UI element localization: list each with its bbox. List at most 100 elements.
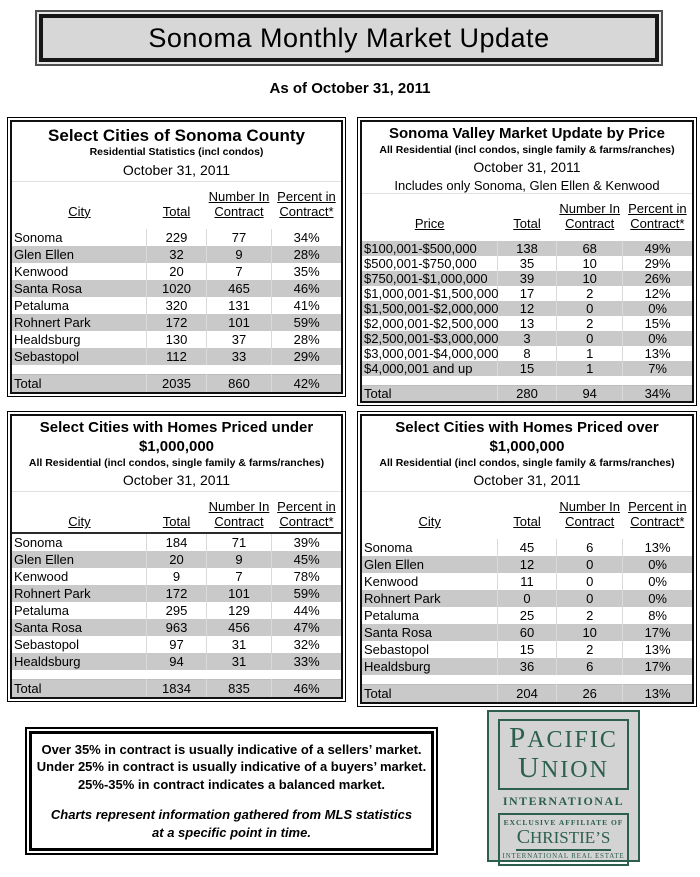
table-row: Sebastopol 15 2 13% — [362, 641, 692, 659]
row-value-cell: 184 — [146, 533, 207, 552]
row-value-cell: 0 — [556, 590, 624, 608]
row-value-cell: 45% — [271, 551, 341, 569]
table-row: Santa Rosa 1020 465 46% — [12, 279, 341, 297]
row-label-cell: Sebastopol — [12, 347, 148, 365]
row-label-cell: Petaluma — [12, 602, 148, 620]
row-value-cell: 131 — [206, 296, 273, 314]
row-value-cell: 15% — [644, 316, 671, 332]
row-value-cell: 0 — [556, 331, 624, 347]
total-row: Total 2035 860 42% — [12, 373, 341, 392]
row-value-cell: 15 — [497, 361, 558, 377]
row-label-cell: $100,001-$500,000 — [362, 234, 498, 257]
row-label-cell: Rohnert Park — [12, 585, 148, 603]
row-value-cell: 78% — [293, 569, 320, 585]
row-value-cell: 0% — [622, 301, 692, 317]
table-row: Sebastopol 97 31 32% — [12, 636, 341, 654]
table-row: Sonoma 184 71 39% — [12, 533, 341, 552]
table-date: October 31, 2011 — [122, 161, 231, 178]
row-value-cell: 34% — [271, 221, 341, 246]
row-value-cell: 2 — [556, 641, 624, 659]
row-value-cell: 35% — [293, 263, 320, 279]
row-label-cell: Santa Rosa — [12, 619, 148, 637]
table-row: Healdsburg 36 6 17% — [362, 658, 692, 676]
table-row: Sebastopol 112 33 29% — [12, 347, 341, 365]
table-row: Santa Rosa 60 10 17% — [362, 624, 692, 642]
total-row: Total 280 94 34% — [362, 385, 692, 402]
col-header-total: Total — [497, 491, 557, 536]
table-row: $2,500,001-$3,000,000 3 0 0% — [362, 331, 692, 347]
row-value-cell: 20 — [146, 262, 207, 280]
row-value-cell: 0% — [622, 331, 692, 347]
row-value-cell: 3 — [497, 331, 558, 347]
table-header-row: Price Total Number In Contract Percent in… — [362, 193, 692, 238]
row-value-cell: 0 — [556, 556, 624, 574]
table-border: Select Cities of Sonoma County Residenti… — [10, 120, 343, 394]
row-label-cell: $750,001-$1,000,000 — [362, 271, 498, 287]
row-label-cell: Total — [12, 679, 148, 698]
row-label-cell: Petaluma — [362, 607, 498, 625]
col-header-number-in-contract: Number In Contract — [556, 491, 623, 536]
spacer-row — [362, 675, 692, 685]
row-value-cell: 2 — [556, 607, 624, 625]
row-value-cell: 1020 — [146, 279, 207, 297]
row-label-cell: Sebastopol — [12, 636, 148, 654]
as-of-date: As of October 31, 2011 — [269, 80, 431, 97]
row-label-cell: Glen Ellen — [12, 245, 148, 263]
row-value-cell: 59% — [271, 313, 341, 331]
row-value-cell: 101 — [206, 585, 273, 603]
row-value-cell: 60 — [497, 624, 558, 642]
col-header-percent-in-contract: Percent in Contract* — [622, 193, 692, 238]
col-header-number-in-contract: Number In Contract — [556, 193, 623, 238]
row-value-cell: 9 — [206, 245, 273, 263]
col-header-city: City — [12, 491, 147, 534]
row-value-cell: 465 — [206, 279, 273, 297]
table-row: Glen Ellen 12 0 0% — [362, 556, 692, 574]
table-body: Sonoma 229 77 34% Glen Ellen 32 9 28% Kenwood 20 7… — [12, 221, 341, 365]
col-header-city: City — [362, 491, 498, 536]
row-label-cell: Glen Ellen — [362, 556, 498, 574]
note-line: Under 25% in contract is usually indicat… — [36, 759, 427, 775]
row-value-cell: 963 — [146, 619, 207, 637]
row-value-cell: 0% — [622, 590, 692, 608]
row-value-cell: 860 — [206, 373, 273, 392]
row-value-cell: 97 — [146, 636, 207, 654]
table-title: Select Cities with Homes Priced under $1… — [39, 419, 314, 455]
table-title: Sonoma Valley Market Update by Price — [389, 125, 665, 142]
table-row: Healdsburg 130 37 28% — [12, 330, 341, 348]
row-value-cell: 229 — [146, 221, 207, 246]
row-value-cell: 0% — [622, 556, 692, 574]
row-value-cell: 13% — [644, 346, 671, 362]
col-header-percent-in-contract: Percent in Contract* — [622, 491, 692, 536]
pacific-union-logo: PACIFIC UNION INTERNATIONAL EXCLUSIVE AF… — [487, 710, 640, 867]
row-value-cell: 12% — [644, 286, 671, 302]
row-value-cell: 31 — [206, 636, 273, 654]
col-header-total: Total — [497, 193, 557, 238]
row-value-cell: 41% — [293, 297, 320, 313]
row-value-cell: 28% — [293, 331, 320, 347]
row-value-cell: 34% — [622, 385, 692, 402]
row-value-cell: 130 — [146, 330, 207, 348]
table-row: Kenwood 11 0 0% — [362, 573, 692, 591]
row-label-cell: Rohnert Park — [12, 313, 148, 331]
spacer-row — [12, 364, 341, 375]
row-value-cell: 29% — [271, 347, 341, 365]
table-row: Petaluma 320 131 41% — [12, 296, 341, 314]
row-label-cell: Glen Ellen — [12, 551, 148, 569]
table-row: Rohnert Park 172 101 59% — [12, 585, 341, 603]
col-header-number-in-contract: Number In Contract — [206, 180, 272, 226]
row-value-cell: 13% — [644, 642, 671, 658]
row-value-cell: 6 — [556, 658, 624, 676]
row-value-cell: 68 — [556, 234, 624, 257]
row-value-cell: 31 — [206, 653, 273, 671]
table-subtitle: Residential Statistics (incl condos) — [89, 146, 264, 159]
row-value-cell: 320 — [146, 296, 207, 314]
spacer-row — [12, 670, 341, 680]
market-indicator-note-box: Over 35% in contract is usually indicati… — [25, 727, 438, 855]
table-header-row: City Total Number In Contract Percent in C… — [12, 180, 341, 226]
title-banner-inner: Sonoma Monthly Market Update — [39, 14, 659, 62]
row-label-cell: Petaluma — [12, 296, 148, 314]
col-header-number-in-contract: Number In Contract — [206, 491, 272, 534]
row-value-cell: 13% — [622, 532, 692, 557]
table-includes-note: Includes only Sonoma, Glen Ellen & Kenwo… — [394, 178, 660, 194]
row-label-cell: Sebastopol — [362, 641, 498, 659]
